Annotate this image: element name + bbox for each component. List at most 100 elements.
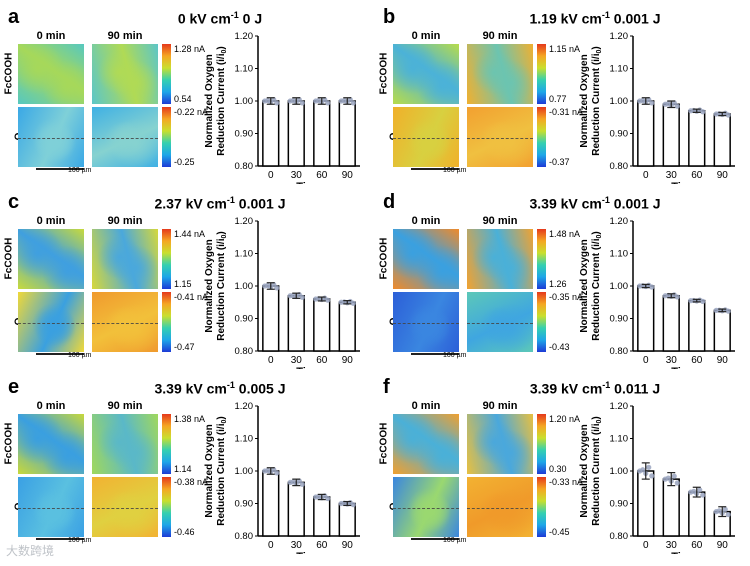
data-point: [274, 470, 280, 476]
y-tick-label: 1.10: [610, 249, 629, 260]
colorbar-fccooh-min: 0.54: [174, 94, 192, 104]
data-point: [299, 481, 305, 487]
time-label: 90 min: [107, 400, 143, 412]
map-o2-90min: [467, 292, 533, 352]
watermark: 大数跨境: [6, 544, 55, 558]
panel-title: 1.19 kV cm-1 0.001 J: [475, 10, 715, 27]
y-tick-label: 0.80: [235, 531, 254, 542]
x-axis-label: Time: [671, 366, 696, 369]
bar: [262, 470, 280, 537]
map-o2-0min: [393, 107, 459, 167]
line-scan-dashed: [467, 323, 533, 324]
data-point: [725, 112, 731, 118]
title-energy: 0.001 J: [609, 10, 661, 27]
line-scan-dashed: [18, 508, 84, 509]
x-axis-label: Time: [296, 366, 321, 369]
data-point: [674, 480, 680, 486]
time-label: 90 min: [482, 215, 518, 227]
title-field: 1.19 kV cm: [529, 10, 602, 27]
x-tick-label: 30: [291, 540, 303, 551]
colorbar-o2-min: -0.25: [174, 157, 195, 167]
y-label-line2: Reduction Current (i/i: [216, 238, 227, 340]
panel-title: 3.39 kV cm-1 0.011 J: [475, 380, 715, 397]
bar: [637, 285, 655, 352]
scale-bar: [36, 538, 84, 540]
bar: [688, 491, 706, 537]
colorbar-fccooh-max: 1.28 nA: [174, 44, 206, 54]
x-axis-label: Time: [671, 551, 696, 554]
y-label-close: ): [591, 231, 602, 234]
y-tick-label: 1.20: [610, 31, 629, 42]
scale-bar: [36, 168, 84, 170]
x-tick-label: 30: [666, 540, 678, 551]
bar: [713, 309, 731, 352]
title-energy: 0.005 J: [234, 380, 286, 397]
y-label-line2: Reduction Current (i/i: [591, 423, 602, 525]
y-tick-label: 1.20: [235, 216, 254, 227]
x-tick-label: 0: [643, 540, 649, 551]
y-axis-label: Normalized OxygenReduction Current (i/i0…: [579, 231, 603, 340]
data-point: [674, 294, 680, 300]
y-label-line2: Reduction Current (i/i: [591, 53, 602, 155]
y-label-sub: 0: [596, 235, 603, 239]
x-tick-label: 90: [342, 170, 354, 181]
colorbar-fccooh: [537, 44, 546, 104]
bar: [688, 110, 706, 167]
map-o2-0min: [393, 477, 459, 537]
time-label: 90 min: [107, 30, 143, 42]
y-label-sub: 0: [221, 235, 228, 239]
data-point: [325, 495, 331, 502]
scale-bar: [36, 353, 84, 355]
bar: [338, 502, 356, 537]
colorbar-fccooh-max: 1.38 nA: [174, 414, 206, 424]
title-sup: -1: [230, 10, 239, 20]
scale-bar: [411, 538, 459, 540]
colorbar-o2: [162, 292, 171, 352]
map-fccooh-0min: [18, 414, 84, 474]
y-tick-label: 0.90: [610, 314, 629, 325]
bar: [338, 100, 356, 167]
y-tick-label: 1.00: [610, 281, 629, 292]
x-axis-label: Time: [671, 181, 696, 184]
data-point: [274, 285, 280, 291]
colorbar-fccooh: [537, 229, 546, 289]
panel-label: f: [383, 376, 390, 398]
y-label-close: ): [216, 416, 227, 419]
bar: [287, 295, 305, 352]
line-scan-dashed: [393, 138, 459, 139]
colorbar-fccooh-min: 1.15: [174, 279, 192, 289]
title-energy: 0.001 J: [234, 195, 286, 212]
y-label-line2: Reduction Current (i/i: [591, 238, 602, 340]
row-label-fccooh: FcCOOH: [378, 237, 390, 280]
y-tick-label: 1.00: [235, 281, 254, 292]
line-scan-dashed: [92, 508, 158, 509]
panel-title: 0 kV cm-1 0 J: [100, 10, 340, 27]
map-fccooh-90min: [467, 414, 533, 474]
title-sup: -1: [601, 10, 610, 20]
panel-title: 2.37 kV cm-1 0.001 J: [100, 195, 340, 212]
y-tick-label: 1.00: [235, 466, 254, 477]
data-point: [350, 502, 356, 508]
colorbar-fccooh-min: 0.30: [549, 464, 567, 474]
time-label: 0 min: [411, 400, 441, 412]
panel-label: c: [8, 191, 20, 213]
title-energy: 0 J: [238, 10, 263, 27]
data-point: [722, 506, 728, 513]
colorbar-fccooh: [162, 44, 171, 104]
y-tick-label: 0.80: [610, 346, 629, 357]
map-fccooh-90min: [92, 414, 158, 474]
row-label-fccooh: FcCOOH: [378, 52, 390, 95]
title-field: 2.37 kV cm: [154, 195, 227, 212]
time-label: 0 min: [36, 30, 66, 42]
colorbar-o2-min: -0.47: [174, 342, 195, 352]
y-axis-label: Normalized OxygenReduction Current (i/i0…: [579, 46, 603, 155]
title-energy: 0.001 J: [609, 195, 661, 212]
y-tick-label: 1.00: [235, 96, 254, 107]
panel-label: b: [383, 6, 396, 28]
line-scan-dashed: [467, 138, 533, 139]
map-fccooh-0min: [393, 229, 459, 289]
time-label: 90 min: [107, 215, 143, 227]
